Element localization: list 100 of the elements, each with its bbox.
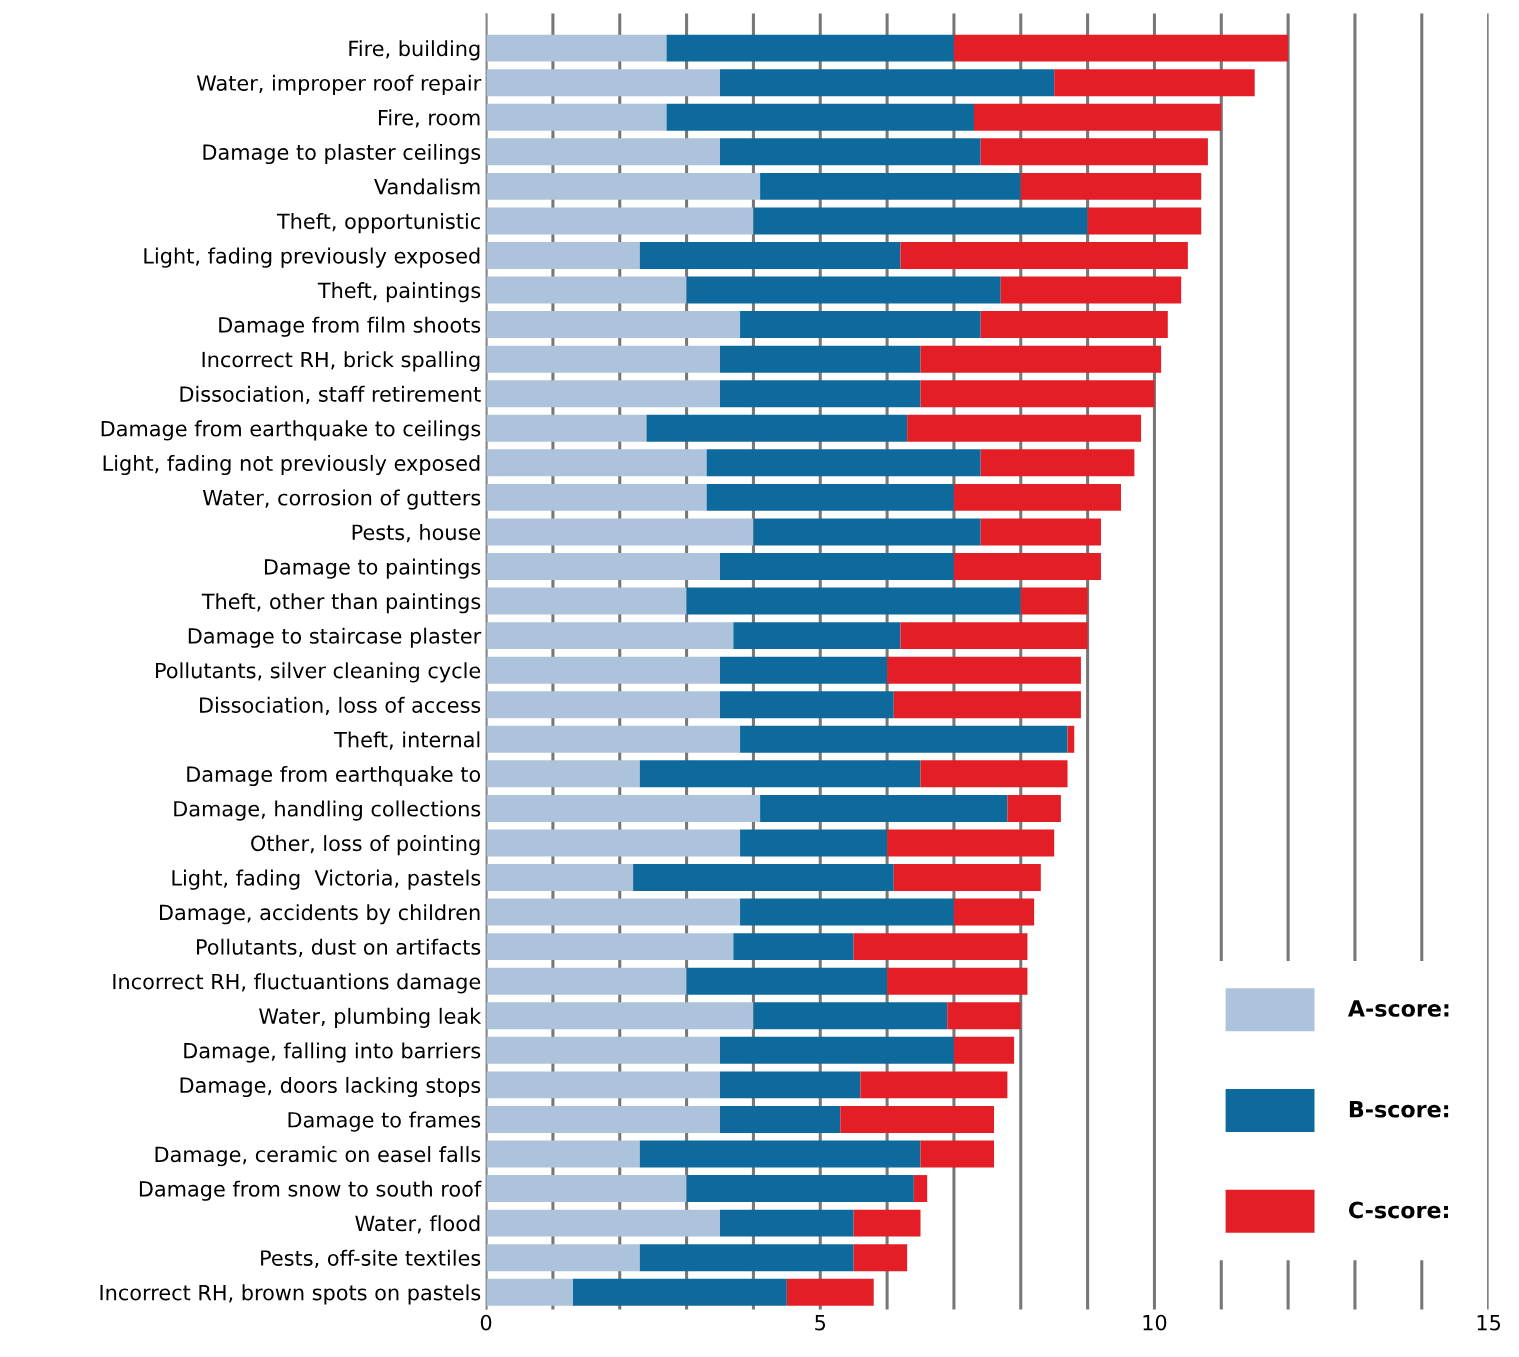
bar <box>572 1278 787 1306</box>
bar <box>706 483 954 511</box>
x-tick-label: 15 <box>1477 1315 1501 1331</box>
y-tick-label: Pests, house <box>352 524 481 543</box>
y-tick-label: Fire, building <box>349 40 480 61</box>
y-tick-label: Damage to staircase plaster <box>188 627 482 648</box>
y-tick-label: Pollutants, silver cleaning cycle <box>156 662 481 683</box>
bar <box>686 276 1001 304</box>
bar <box>893 864 1041 891</box>
bar <box>1020 172 1202 200</box>
y-tick-label: Water, corrosion of gutters <box>202 489 481 510</box>
bar <box>980 311 1168 339</box>
bar <box>639 1140 921 1168</box>
bar <box>486 725 741 753</box>
bar <box>686 1175 914 1203</box>
y-tick-label: Theft, internal <box>334 731 480 750</box>
bar <box>486 967 687 995</box>
bar <box>720 1036 954 1064</box>
bar <box>720 1209 854 1237</box>
y-tick-label: Incorrect RH, fluctuantions damage <box>113 973 481 994</box>
y-tick-label: Theft, paintings <box>317 282 481 303</box>
y-tick-label: Other, loss of pointing <box>251 835 480 856</box>
y-tick-label: Damage, handling collections <box>174 800 481 821</box>
y-tick-label: Light, fading previously exposed <box>144 247 480 268</box>
bar <box>920 345 1162 373</box>
y-tick-label: Dissociation, loss of access <box>200 696 481 716</box>
bar <box>980 449 1135 477</box>
bar <box>953 483 1122 511</box>
y-tick-label: Damage from snow to south roof <box>139 1180 482 1201</box>
bar <box>720 380 921 408</box>
bar <box>740 725 1068 753</box>
bar <box>887 829 1055 857</box>
bar <box>840 1105 995 1133</box>
bar <box>887 656 1081 684</box>
y-tick-label: Theft, opportunistic <box>276 213 480 234</box>
bar <box>486 311 741 339</box>
bar <box>740 898 954 926</box>
bar <box>486 1036 721 1064</box>
bar <box>733 622 901 650</box>
bar <box>486 656 721 684</box>
bar <box>486 829 741 857</box>
y-tick-label: Damage from film shoots <box>219 316 481 337</box>
bar <box>486 1002 754 1030</box>
y-tick-label: Pollutants, dust on artifacts <box>197 938 481 957</box>
x-tick-label: 5 <box>815 1315 826 1331</box>
y-tick-label: Water, improper roof repair <box>196 74 482 95</box>
bar <box>639 242 901 269</box>
bar <box>486 449 707 477</box>
bar <box>1054 69 1255 97</box>
y-tick-label: Damage, falling into barriers <box>184 1042 481 1063</box>
legend-label: C-score: <box>1348 1201 1448 1219</box>
bar <box>639 760 921 788</box>
y-tick-label: Theft, other than paintings <box>201 593 481 614</box>
bar <box>486 933 734 961</box>
bar <box>920 760 1068 788</box>
bar <box>486 414 647 442</box>
bar <box>720 345 921 373</box>
bar <box>486 691 721 719</box>
y-tick-label: Water, plumbing leak <box>259 1007 482 1029</box>
bar <box>853 1244 908 1272</box>
y-tick-label: Damage to paintings <box>264 558 481 579</box>
bar <box>953 553 1101 580</box>
bar <box>893 691 1081 719</box>
bar <box>1067 725 1075 753</box>
bar <box>486 553 721 580</box>
bar <box>720 1071 861 1099</box>
bar <box>973 103 1222 131</box>
bar <box>753 518 981 546</box>
y-tick-label: Damage to frames <box>288 1111 481 1132</box>
bar <box>740 311 981 339</box>
bar <box>1007 794 1061 822</box>
bar <box>486 864 634 891</box>
bar <box>720 656 888 684</box>
x-tick-label: 10 <box>1143 1314 1167 1331</box>
bar <box>900 242 1188 269</box>
bar <box>720 69 1055 97</box>
bar <box>786 1278 874 1306</box>
bar <box>486 1071 721 1099</box>
y-tick-label: Light, fading not previously exposed <box>103 454 480 476</box>
bar <box>953 1036 1015 1064</box>
y-tick-label: Damage to plaster ceilings <box>203 143 481 165</box>
bar <box>753 1002 948 1030</box>
bar <box>486 276 687 304</box>
y-tick-label: Damage from earthquake to ceilings <box>101 420 481 441</box>
bar <box>1000 276 1182 304</box>
bar <box>1020 587 1088 615</box>
y-tick-label: Damage from earthquake to <box>187 765 481 787</box>
y-tick-label: Light, fading Victoria, pastels <box>172 869 481 890</box>
y-tick-label: Damage, accidents by children <box>160 904 480 925</box>
bar <box>486 760 640 788</box>
bar <box>686 967 888 995</box>
bar <box>486 1244 640 1272</box>
bar <box>633 864 894 891</box>
bar <box>486 898 741 926</box>
bar <box>706 449 981 477</box>
bar <box>486 138 721 166</box>
bar <box>486 1105 721 1133</box>
bar <box>760 794 1008 822</box>
bar <box>720 553 954 580</box>
bar <box>646 414 908 442</box>
